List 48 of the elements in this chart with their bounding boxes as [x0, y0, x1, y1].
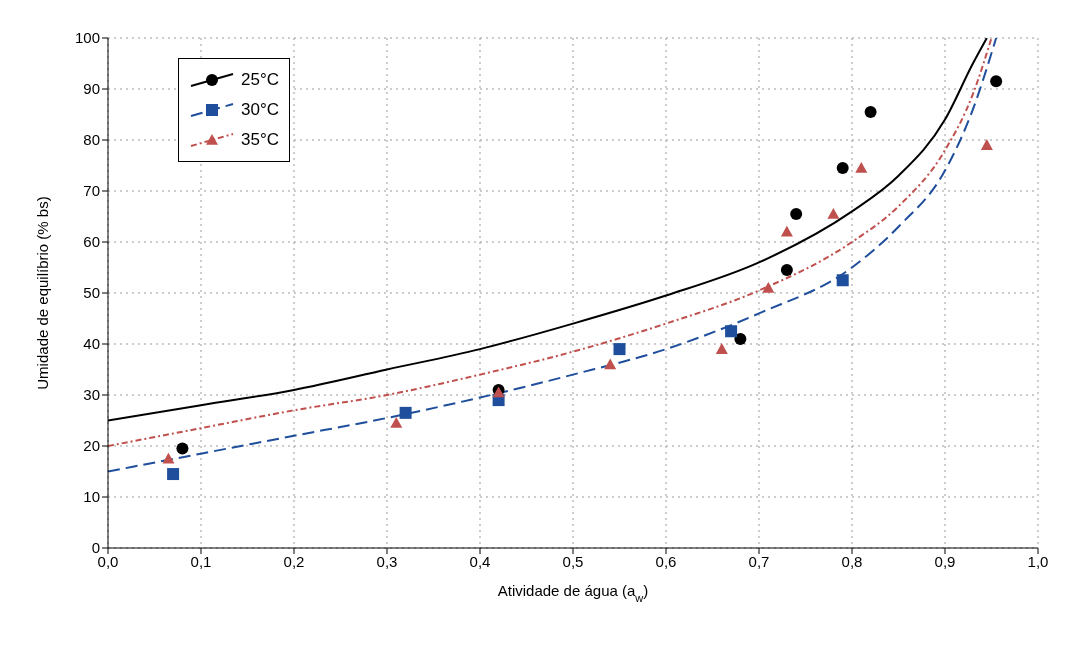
y-tick-label: 0: [91, 539, 100, 557]
point: [604, 358, 617, 370]
point: [836, 162, 849, 175]
y-tick-label: 50: [83, 284, 100, 302]
y-tick-label: 70: [83, 182, 100, 200]
legend-label: 30°C: [241, 100, 279, 120]
point: [855, 162, 868, 173]
y-tick-label: 30: [83, 386, 100, 404]
point: [980, 139, 993, 150]
x-tick-label: 0,0: [97, 552, 119, 570]
y-tick-label: 10: [83, 488, 100, 506]
point: [390, 417, 403, 428]
point: [167, 468, 180, 481]
y-tick-label: 40: [83, 335, 100, 353]
point: [176, 442, 189, 455]
legend-label: 35°C: [241, 130, 279, 150]
y-axis-title: Umidade de equilíbrio (% bs): [34, 196, 51, 390]
x-tick-label: 0,6: [655, 552, 677, 570]
y-tick-label: 90: [83, 80, 100, 98]
x-tick-label: 0,8: [841, 552, 863, 570]
point: [990, 75, 1003, 88]
point: [715, 343, 728, 354]
x-tick-label: 0,3: [376, 552, 398, 570]
legend-label: 25°C: [241, 70, 279, 90]
y-tick-label: 20: [83, 437, 100, 455]
x-tick-label: 0,5: [562, 552, 584, 570]
x-axis-title: Atividade de água (a$_{w}$): [497, 582, 649, 604]
point: [613, 343, 626, 356]
x-tick-label: 0,1: [190, 552, 212, 570]
x-tick-label: 0,7: [748, 552, 770, 570]
y-tick-label: 80: [83, 131, 100, 149]
point: [827, 207, 840, 219]
point: [399, 406, 412, 419]
point: [790, 207, 803, 220]
x-tick-label: 1,0: [1027, 552, 1049, 570]
y-tick-label: 60: [83, 233, 100, 251]
x-tick-label: 0,9: [934, 552, 956, 570]
point: [725, 325, 738, 338]
point: [836, 274, 849, 287]
x-tick-label: 0,2: [283, 552, 305, 570]
x-tick-label: 0,4: [469, 552, 491, 570]
point: [162, 452, 175, 464]
point: [864, 105, 877, 118]
y-tick-label: 100: [74, 29, 100, 47]
point: [734, 332, 747, 345]
point: [780, 264, 793, 277]
point: [762, 281, 775, 293]
point: [780, 225, 793, 237]
